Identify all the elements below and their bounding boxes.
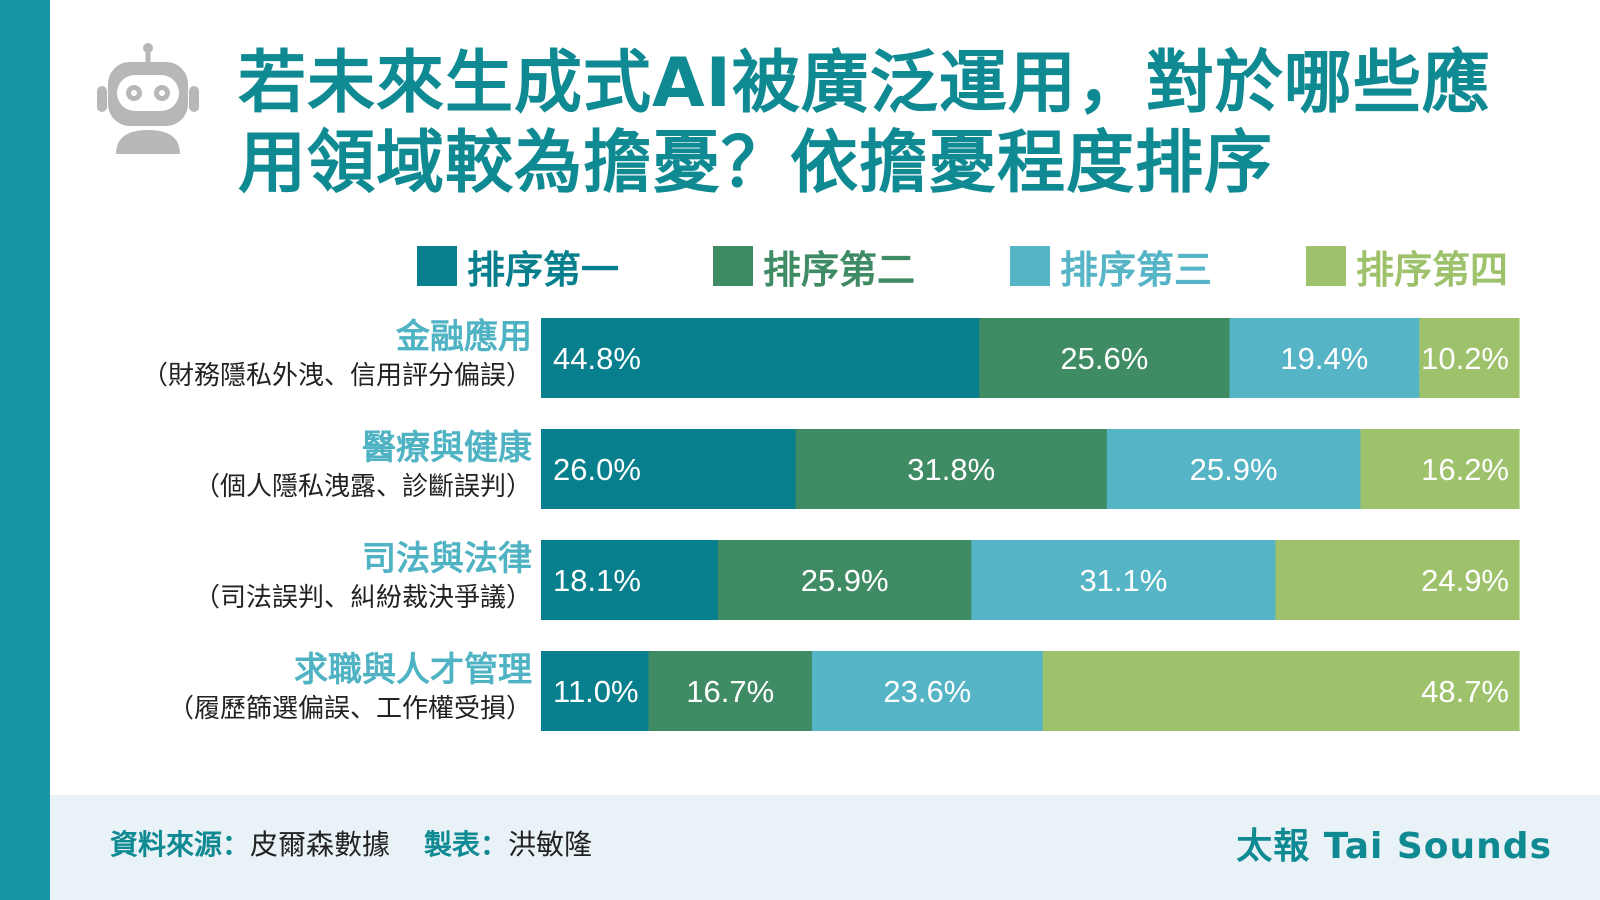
category-label-medical: 醫療與健康 （個人隱私洩露、診斷誤判）	[194, 427, 532, 505]
data-label-row2-rank2: 31.8%	[907, 452, 995, 487]
bar-segment-row2-rank2	[795, 429, 1108, 509]
bar-segment-row3-rank4	[1275, 540, 1520, 620]
category-note: （個人隱私洩露、診斷誤判）	[193, 472, 532, 502]
data-label-row3-rank1: 18.1%	[553, 563, 641, 598]
category-name: 求職與人才管理	[294, 650, 532, 690]
data-label-row4-rank3: 23.6%	[883, 674, 971, 709]
chart-title: 若未來生成式AI被廣泛運用，對於哪些應 用領域較為擔憂？依擔憂程度排序	[238, 44, 1558, 204]
bar-segment-row3-rank1	[541, 540, 719, 620]
legend: 排序第一 排序第二 排序第三 排序第四	[0, 243, 1600, 292]
data-label-row2-rank4: 16.2%	[1421, 452, 1509, 487]
maker-value: 洪敏隆	[508, 828, 593, 861]
bar-segment-row4-rank3	[811, 651, 1044, 731]
footer: 資料來源：皮爾森數據 製表：洪敏隆 太報 Tai Sounds	[50, 795, 1600, 900]
data-label-row1-rank3: 19.4%	[1280, 341, 1368, 376]
legend-item-rank-2: 排序第二	[713, 243, 915, 292]
bar-segment-row1-rank3	[1229, 318, 1420, 398]
footer-credits: 資料來源：皮爾森數據 製表：洪敏隆	[110, 823, 592, 863]
bar-segment-row3-rank3	[971, 540, 1277, 620]
brand-logo-text: 太報 Tai Sounds	[1236, 826, 1552, 867]
bar-segment-row4-rank2	[648, 651, 813, 731]
title-line-1: 若未來生成式AI被廣泛運用，對於哪些應	[238, 44, 1491, 123]
data-label-row2-rank1: 26.0%	[553, 452, 641, 487]
category-note: （履歷篩選偏誤、工作權受損）	[167, 694, 532, 724]
bar-segment-row1-rank2	[979, 318, 1231, 398]
legend-swatch-rank-4	[1306, 246, 1346, 286]
data-label-row1-rank4: 10.2%	[1421, 341, 1509, 376]
bar-segment-row2-rank3	[1106, 429, 1362, 509]
legend-swatch-rank-2	[713, 246, 753, 286]
category-note: （司法誤判、糾紛裁決爭議）	[193, 583, 532, 613]
category-label-finance: 金融應用 （財務隱私外洩、信用評分偏誤）	[142, 316, 532, 394]
category-name: 司法與法律	[362, 539, 532, 579]
robot-icon	[97, 43, 199, 154]
legend-swatch-rank-1	[417, 246, 457, 286]
source-label: 資料來源：	[110, 828, 251, 861]
legend-item-rank-4: 排序第四	[1306, 243, 1508, 292]
data-label-row2-rank3: 25.9%	[1190, 452, 1278, 487]
category-label-recruiting: 求職與人才管理 （履歷篩選偏誤、工作權受損）	[168, 649, 532, 727]
data-label-row3-rank4: 24.9%	[1421, 563, 1509, 598]
title-line-2: 用領域較為擔憂？依擔憂程度排序	[238, 124, 1274, 203]
data-label-row4-rank1: 11.0%	[553, 674, 639, 709]
bar-segment-row4-rank1	[541, 651, 650, 731]
legend-swatch-rank-3	[1010, 246, 1050, 286]
legend-item-rank-3: 排序第三	[1010, 243, 1212, 292]
data-label-row4-rank4: 48.7%	[1421, 674, 1509, 709]
bar-segment-row1-rank4	[1419, 318, 1520, 398]
legend-label-rank-1: 排序第一	[467, 247, 620, 292]
legend-label-rank-2: 排序第二	[763, 247, 916, 292]
bar-segment-row2-rank4	[1360, 429, 1520, 509]
maker-label: 製表：	[424, 828, 509, 861]
category-name: 醫療與健康	[362, 428, 532, 468]
data-label-row4-rank2: 16.7%	[686, 674, 774, 709]
bar-segment-row3-rank2	[718, 540, 972, 620]
data-label-row1-rank1: 44.8%	[553, 341, 641, 376]
category-note: （財務隱私外洩、信用評分偏誤）	[141, 361, 532, 391]
source-value: 皮爾森數據	[250, 828, 391, 861]
legend-label-rank-4: 排序第四	[1356, 247, 1509, 292]
bar-segment-row2-rank1	[541, 429, 797, 509]
category-label-legal: 司法與法律 （司法誤判、糾紛裁決爭議）	[194, 538, 532, 616]
data-label-row1-rank2: 25.6%	[1060, 341, 1148, 376]
legend-item-rank-1: 排序第一	[417, 243, 619, 292]
legend-label-rank-3: 排序第三	[1060, 247, 1213, 292]
data-label-row3-rank3: 31.1%	[1079, 563, 1167, 598]
accent-side-bar	[0, 0, 50, 900]
data-label-row3-rank2: 25.9%	[801, 563, 889, 598]
bar-segment-row4-rank4	[1042, 651, 1520, 731]
category-name: 金融應用	[396, 317, 532, 357]
bar-segment-row1-rank1	[541, 318, 980, 398]
